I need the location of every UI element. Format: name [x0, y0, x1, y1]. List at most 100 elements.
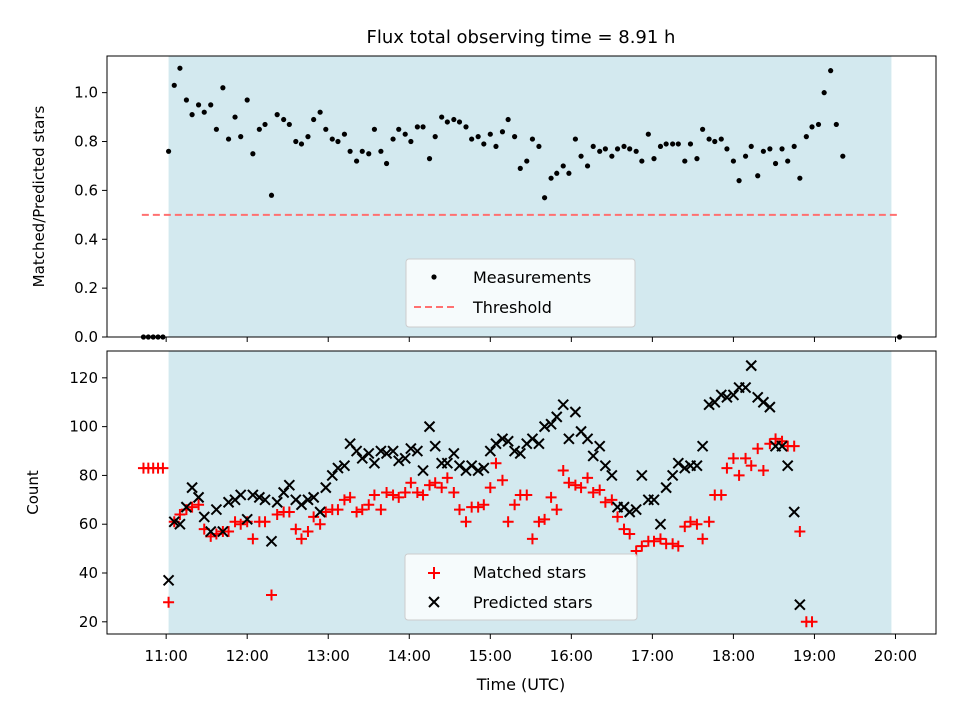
measurement-point: [627, 146, 633, 152]
matched-star-point: [163, 596, 175, 608]
measurement-point: [651, 156, 657, 162]
predicted-star-point: [623, 506, 636, 518]
measurement-point: [614, 146, 621, 152]
x-tick-label: 15:00: [469, 647, 512, 665]
measurement-point: [220, 85, 226, 91]
matched-star-point: [618, 523, 630, 535]
matched-star-point: [441, 472, 453, 484]
predicted-star-point: [745, 359, 757, 372]
predicted-star-point: [363, 447, 375, 460]
measurement-point: [481, 141, 487, 147]
measurement-point: [286, 121, 292, 128]
count-legend-box: [404, 553, 638, 621]
matched-star-point: [387, 489, 399, 501]
matched-star-point: [703, 516, 715, 528]
predicted-star-point: [320, 481, 332, 494]
predicted-star-point: [241, 513, 253, 526]
matched-star-point: [448, 487, 460, 498]
matched-star-point: [174, 508, 186, 520]
predicted-star-point: [283, 479, 296, 491]
legend-matched-marker: [428, 567, 440, 579]
matched-star-point: [624, 528, 636, 540]
measurement-point: [760, 148, 766, 154]
measurement-point: [512, 134, 518, 140]
predicted-star-point: [533, 437, 545, 450]
matched-star-point: [672, 540, 684, 552]
matched-star-point: [606, 494, 618, 506]
predicted-star-point: [776, 440, 788, 452]
predicted-star-point: [508, 445, 521, 457]
matched-star-point: [533, 516, 545, 528]
matched-star-point: [752, 443, 764, 455]
matched-star-point: [186, 501, 198, 513]
measurement-point: [554, 170, 560, 176]
predicted-star-point: [162, 574, 175, 587]
measurement-point: [633, 148, 639, 154]
matched-star-point: [223, 526, 235, 538]
measurement-point: [517, 165, 523, 171]
predicted-star-point: [478, 462, 490, 474]
measurement-point: [359, 148, 365, 154]
measurement-point: [578, 153, 584, 159]
matched-star-point: [193, 499, 205, 511]
measurement-point: [171, 82, 177, 88]
measurement-point: [293, 138, 299, 145]
measurement-point: [809, 124, 815, 130]
measurement-point: [256, 126, 262, 132]
measurement-point: [767, 146, 773, 152]
predicted-star-point: [429, 440, 441, 452]
matched-star-point: [679, 521, 691, 533]
matched-star-point: [502, 516, 514, 528]
predicted-star-point: [563, 433, 575, 445]
measurement-point: [383, 160, 390, 167]
predicted-star-point: [198, 511, 210, 523]
predicted-star-point: [210, 503, 223, 516]
matched-star-point: [308, 511, 320, 523]
measurement-point: [347, 148, 353, 154]
predicted-star-point: [757, 396, 770, 408]
predicted-star-point: [350, 445, 363, 457]
measurement-point: [755, 173, 761, 179]
x-axis-label: Time (UTC): [476, 675, 565, 694]
predicted-star-point: [411, 445, 424, 457]
ratio-panel-ylabel: Matched/Predicted stars: [30, 106, 48, 288]
predicted-star-point: [581, 433, 594, 445]
predicted-star-point: [307, 491, 320, 504]
predicted-star-point: [368, 457, 381, 469]
matched-star-point: [740, 452, 752, 464]
matched-star-point: [356, 504, 368, 516]
measurement-point: [426, 156, 433, 162]
measurement-point: [670, 141, 676, 147]
measurement-point: [682, 158, 688, 164]
measurement-point: [225, 136, 232, 142]
measurement-point: [828, 68, 834, 74]
matched-star-point: [715, 489, 727, 501]
legend-measurements-marker: [431, 274, 437, 280]
legend-threshold-label: Threshold: [472, 298, 552, 317]
predicted-star-point: [277, 486, 290, 499]
matched-star-point: [424, 479, 436, 491]
matched-star-point: [229, 516, 241, 528]
legend-matched-label: Matched stars: [473, 563, 586, 582]
measurement-point: [675, 141, 681, 147]
measurement-point: [353, 158, 360, 164]
measurement-point: [298, 141, 305, 147]
measurement-point: [597, 148, 603, 154]
y-tick-label: 0.2: [74, 279, 98, 297]
measurement-point: [183, 97, 190, 103]
x-tick-label: 14:00: [388, 647, 431, 665]
measurement-point: [487, 131, 493, 137]
matched-star-point: [484, 482, 496, 494]
measurement-point: [621, 143, 627, 150]
predicted-star-point: [764, 401, 776, 413]
legend-predicted-label: Predicted stars: [473, 593, 593, 612]
measurement-point: [402, 131, 408, 137]
matched-star-point: [745, 460, 757, 472]
x-tick-label: 16:00: [550, 647, 593, 665]
measurement-point: [414, 124, 420, 130]
measurement-point: [317, 109, 323, 115]
predicted-star-point: [271, 496, 283, 508]
measurement-point: [779, 146, 785, 152]
predicted-star-point: [332, 462, 344, 474]
predicted-star-point: [654, 518, 667, 530]
